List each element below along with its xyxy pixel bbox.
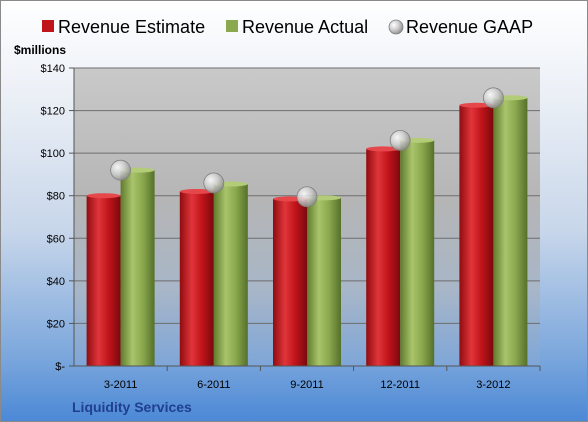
bar-revenue-actual <box>307 197 341 366</box>
marker-revenue-gaap <box>110 159 131 181</box>
legend-swatch <box>388 19 404 35</box>
y-tick-label: $- <box>55 361 65 373</box>
bar-revenue-estimate-top <box>366 146 401 152</box>
bar-revenue-estimate <box>179 191 214 366</box>
gaap-markers <box>110 87 504 208</box>
legend-item: Revenue Estimate <box>42 17 205 37</box>
bar-revenue-actual <box>120 170 155 366</box>
bars <box>86 95 528 367</box>
bar-revenue-estimate-top <box>179 188 214 194</box>
y-tick-label: $20 <box>47 318 65 330</box>
legend-item: Revenue GAAP <box>388 17 533 37</box>
x-tick-label: 3-2011 <box>104 379 137 391</box>
legend-label: Revenue GAAP <box>406 17 533 37</box>
y-tick-label: $60 <box>47 233 65 245</box>
marker-revenue-gaap <box>389 129 411 151</box>
y-tick-label: $80 <box>47 191 65 203</box>
legend-swatch <box>42 20 54 32</box>
bar-revenue-estimate <box>459 105 494 366</box>
bar-revenue-actual <box>493 97 528 367</box>
x-tick-label: 12-2011 <box>380 379 420 391</box>
bar-revenue-estimate <box>366 148 401 366</box>
bar-revenue-actual <box>213 184 248 366</box>
y-tick-label: $40 <box>47 276 65 288</box>
legend-item: Revenue Actual <box>226 17 368 37</box>
bar-revenue-estimate-top <box>459 102 494 108</box>
marker-revenue-gaap <box>296 186 318 208</box>
y-tick-label: $140 <box>41 63 65 75</box>
marker-revenue-gaap <box>203 172 225 194</box>
bar-revenue-estimate-top <box>86 193 121 199</box>
y-tick-label: $100 <box>41 148 65 160</box>
x-tick-label: 6-2011 <box>197 379 230 391</box>
y-axis-label: $millions <box>14 43 66 57</box>
axes: $- $20 $40 $60 $80 $100 $120 $140 3-2011 6-2011 9-… <box>41 63 541 391</box>
legend-label: Revenue Estimate <box>58 17 205 37</box>
company-name: Liquidity Services <box>72 399 192 415</box>
x-tick-label: 3-2012 <box>476 379 510 391</box>
legend-label: Revenue Actual <box>242 17 368 37</box>
legend: Revenue Estimate Revenue Actual Revenue GA… <box>42 17 533 37</box>
x-tick-label: 9-2011 <box>290 379 323 391</box>
bar-revenue-estimate <box>86 195 121 366</box>
bar-revenue-actual <box>400 140 435 366</box>
bar-revenue-estimate <box>273 198 307 366</box>
marker-revenue-gaap <box>482 87 504 109</box>
legend-swatch <box>226 20 238 32</box>
y-tick-label: $120 <box>41 106 65 118</box>
